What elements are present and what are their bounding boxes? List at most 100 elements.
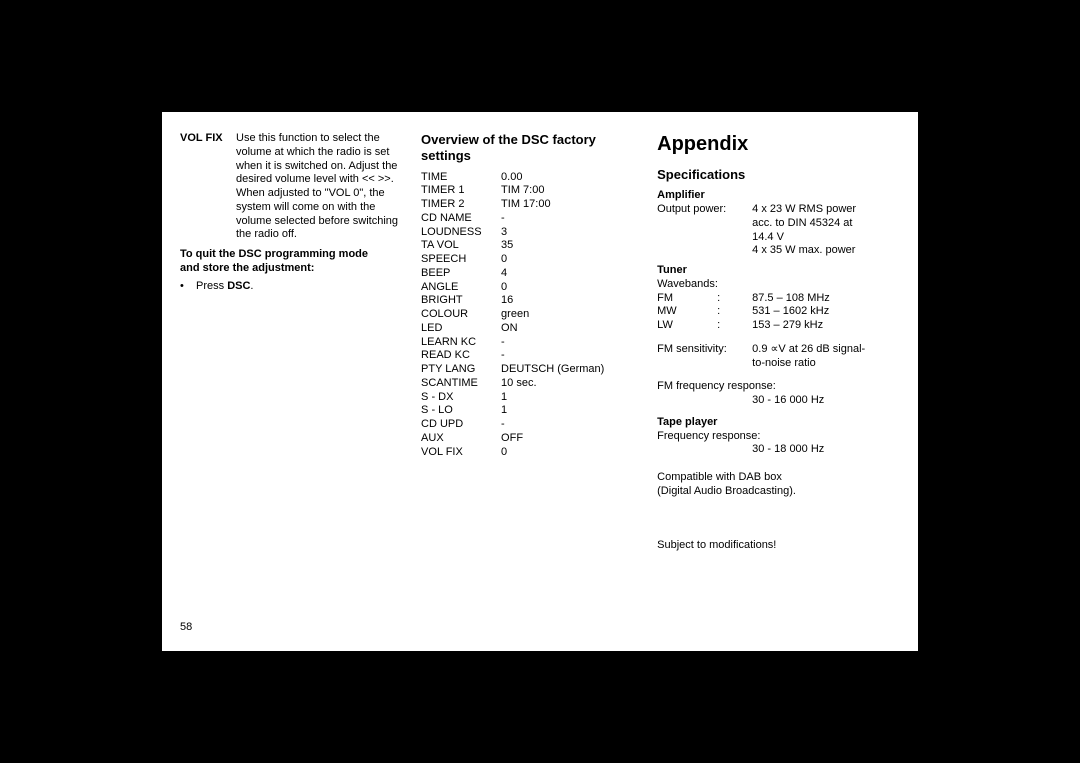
fm-sensitivity-row: FM sensitivity: 0.9 ∝V at 26 dB signal- … (657, 343, 900, 371)
settings-key: READ KC (421, 349, 501, 363)
settings-row: BEEP4 (421, 267, 639, 281)
settings-value: ON (501, 322, 639, 336)
amp-val-1: 4 x 23 W RMS power (752, 203, 900, 217)
settings-value: 3 (501, 226, 639, 240)
waveband-name: MW (657, 305, 717, 319)
bullet-dot: • (180, 280, 196, 294)
settings-value: - (501, 336, 639, 350)
quit-line-2: and store the adjustment: (180, 262, 403, 276)
settings-row: LEARN KC- (421, 336, 639, 350)
settings-row: TIME0.00 (421, 171, 639, 185)
settings-key: SPEECH (421, 253, 501, 267)
tape-freq-spacer (657, 443, 752, 457)
settings-value: 4 (501, 267, 639, 281)
settings-row: CD NAME- (421, 212, 639, 226)
settings-key: TA VOL (421, 239, 501, 253)
amplifier-row: Output power: 4 x 23 W RMS power acc. to… (657, 203, 900, 258)
settings-value: - (501, 349, 639, 363)
fm-sensitivity-values: 0.9 ∝V at 26 dB signal- to-noise ratio (752, 343, 900, 371)
settings-key: SCANTIME (421, 377, 501, 391)
settings-key: TIMER 1 (421, 184, 501, 198)
settings-key: LOUDNESS (421, 226, 501, 240)
settings-value: - (501, 418, 639, 432)
fm-freq-value: 30 - 16 000 Hz (752, 394, 900, 408)
column-2: Overview of the DSC factory settings TIM… (421, 132, 639, 552)
output-power-values: 4 x 23 W RMS power acc. to DIN 45324 at … (752, 203, 900, 258)
waveband-colon: : (717, 319, 752, 333)
settings-key: BRIGHT (421, 294, 501, 308)
settings-value: TIM 7:00 (501, 184, 639, 198)
waveband-colon: : (717, 305, 752, 319)
tape-title: Tape player (657, 416, 900, 430)
page-number: 58 (180, 621, 192, 633)
appendix-title: Appendix (657, 132, 900, 157)
waveband-name: FM (657, 292, 717, 306)
column-1: VOL FIX Use this function to select the … (180, 132, 403, 552)
waveband-name: LW (657, 319, 717, 333)
settings-value: 16 (501, 294, 639, 308)
settings-key: PTY LANG (421, 363, 501, 377)
settings-row: LOUDNESS3 (421, 226, 639, 240)
settings-value: green (501, 308, 639, 322)
modifications-note: Subject to modifications! (657, 539, 900, 553)
tape-freq-label: Frequency response: (657, 430, 900, 444)
dab-line-2: (Digital Audio Broadcasting). (657, 485, 900, 499)
tape-freq-value: 30 - 18 000 Hz (752, 443, 900, 457)
settings-row: COLOURgreen (421, 308, 639, 322)
amplifier-title: Amplifier (657, 189, 900, 203)
tape-freq-row: 30 - 18 000 Hz (657, 443, 900, 457)
quit-line-1: To quit the DSC programming mode (180, 248, 403, 262)
settings-key: CD UPD (421, 418, 501, 432)
settings-key: TIME (421, 171, 501, 185)
settings-row: ANGLE0 (421, 281, 639, 295)
settings-value: OFF (501, 432, 639, 446)
settings-row: SCANTIME10 sec. (421, 377, 639, 391)
settings-row: READ KC- (421, 349, 639, 363)
bullet-text-bold: DSC (227, 280, 250, 292)
settings-key: BEEP (421, 267, 501, 281)
fm-freq-row: 30 - 16 000 Hz (657, 394, 900, 408)
settings-key: S - DX (421, 391, 501, 405)
volfix-label: VOL FIX (180, 132, 236, 242)
bullet-row: • Press DSC. (180, 280, 403, 294)
settings-value: 0 (501, 281, 639, 295)
settings-value: 1 (501, 391, 639, 405)
columns: VOL FIX Use this function to select the … (180, 132, 900, 552)
settings-key: VOL FIX (421, 446, 501, 460)
settings-row: AUXOFF (421, 432, 639, 446)
settings-value: 0 (501, 253, 639, 267)
settings-key: LEARN KC (421, 336, 501, 350)
wavebands-table: FM:87.5 – 108 MHzMW:531 – 1602 kHzLW:153… (657, 292, 900, 333)
settings-key: TIMER 2 (421, 198, 501, 212)
amp-val-4: 4 x 35 W max. power (752, 244, 900, 258)
settings-row: S - DX1 (421, 391, 639, 405)
quit-instruction: To quit the DSC programming mode and sto… (180, 248, 403, 276)
fm-freq-spacer (657, 394, 752, 408)
waveband-value: 531 – 1602 kHz (752, 305, 900, 319)
settings-value: 35 (501, 239, 639, 253)
fm-freq-label: FM frequency response: (657, 380, 900, 394)
bullet-text-prefix: Press (196, 280, 227, 292)
settings-row: TIMER 1TIM 7:00 (421, 184, 639, 198)
settings-row: BRIGHT16 (421, 294, 639, 308)
settings-row: S - LO1 (421, 404, 639, 418)
fm-sensitivity-label: FM sensitivity: (657, 343, 752, 371)
settings-key: CD NAME (421, 212, 501, 226)
manual-page: VOL FIX Use this function to select the … (162, 112, 918, 651)
bullet-text-suffix: . (250, 280, 253, 292)
waveband-row: LW:153 – 279 kHz (657, 319, 900, 333)
settings-key: LED (421, 322, 501, 336)
fm-sens-val-2: to-noise ratio (752, 357, 900, 371)
wavebands-label: Wavebands: (657, 278, 900, 292)
settings-value: 1 (501, 404, 639, 418)
settings-row: SPEECH0 (421, 253, 639, 267)
waveband-row: MW:531 – 1602 kHz (657, 305, 900, 319)
dab-line-1: Compatible with DAB box (657, 471, 900, 485)
waveband-value: 87.5 – 108 MHz (752, 292, 900, 306)
settings-value: 10 sec. (501, 377, 639, 391)
waveband-row: FM:87.5 – 108 MHz (657, 292, 900, 306)
settings-value: DEUTSCH (German) (501, 363, 639, 377)
settings-row: VOL FIX0 (421, 446, 639, 460)
settings-key: AUX (421, 432, 501, 446)
settings-row: CD UPD- (421, 418, 639, 432)
